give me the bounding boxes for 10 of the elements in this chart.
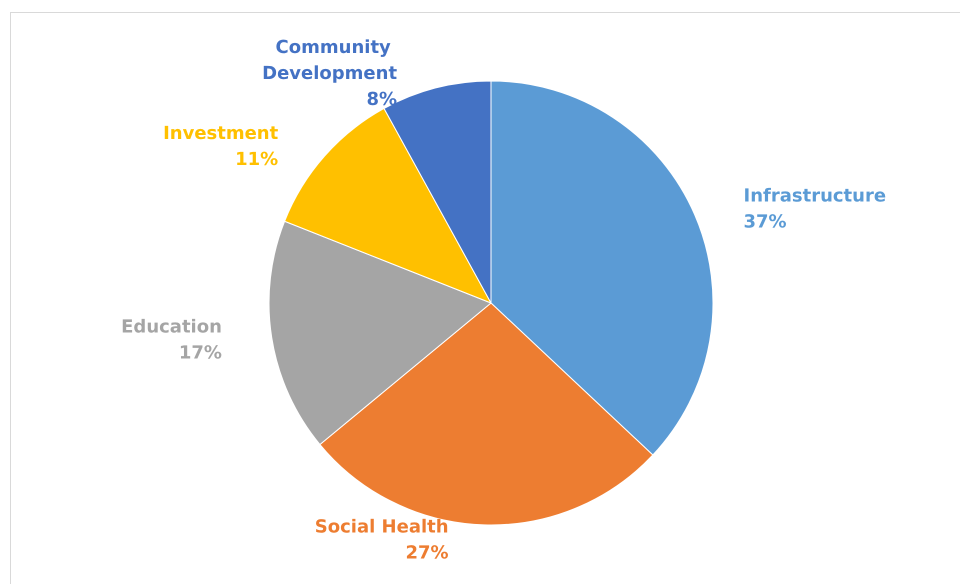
slice-label: Infrastructure xyxy=(744,185,886,206)
data-label: 8% xyxy=(366,88,398,110)
data-label: 27% xyxy=(405,542,449,564)
data-label: 11% xyxy=(235,148,278,170)
data-label: 37% xyxy=(744,211,787,232)
slice-label: Education xyxy=(121,316,222,338)
slice-label: Investment xyxy=(163,122,279,144)
slice-label: Social Health xyxy=(314,516,449,538)
slice-label: Community Development xyxy=(262,36,398,84)
data-label: 17% xyxy=(178,342,222,364)
